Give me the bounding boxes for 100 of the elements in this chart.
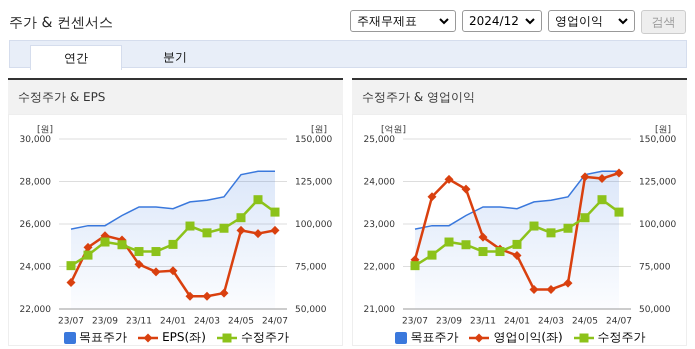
text: 영업이익 xyxy=(555,12,603,30)
y2-tick-label: 100,000 xyxy=(295,220,332,230)
point xyxy=(478,247,488,256)
point xyxy=(270,226,280,235)
point xyxy=(236,213,246,222)
y2-tick-label: 125,000 xyxy=(295,178,332,188)
y2-tick-label: 125,000 xyxy=(639,178,676,188)
x-tick-label: 24/07 xyxy=(606,316,632,326)
point xyxy=(220,224,228,233)
point xyxy=(444,174,454,184)
point xyxy=(134,260,144,269)
point xyxy=(134,247,144,256)
point xyxy=(462,184,470,194)
point xyxy=(220,288,228,298)
legend-label: 수정주가 xyxy=(240,329,289,346)
text: 주가 & 컨센서스 xyxy=(9,14,113,32)
point xyxy=(202,228,212,238)
x-tick-label: 24/01 xyxy=(504,316,530,326)
y-axis-title: [억원] xyxy=(381,124,406,135)
y-tick-label: 24,000 xyxy=(20,262,52,273)
point xyxy=(580,172,590,182)
y-tick-label: 23,000 xyxy=(364,220,396,230)
y-tick-label: 22,000 xyxy=(20,305,52,316)
x-tick-label: 24/01 xyxy=(160,316,186,326)
y-tick-label: 25,000 xyxy=(364,135,396,146)
point xyxy=(66,278,76,287)
y2-tick-label: 150,000 xyxy=(295,135,332,146)
point xyxy=(428,192,436,202)
x-tick-label: 24/05 xyxy=(572,316,598,326)
x-tick-label: 23/09 xyxy=(436,316,462,326)
legend-label: 수정주가 xyxy=(598,329,646,346)
y-tick-label: 22,000 xyxy=(364,262,396,273)
point xyxy=(168,240,178,249)
y2-tick-label: 75,000 xyxy=(639,262,671,273)
legend-label: 영업이익(좌) xyxy=(493,329,563,346)
point xyxy=(580,213,590,222)
legend-label: 목표주가 xyxy=(410,329,458,346)
point xyxy=(546,228,556,238)
point xyxy=(598,195,606,204)
y2-tick-label: 50,000 xyxy=(295,305,327,316)
point xyxy=(428,250,436,260)
chart-title: 수정주가 & EPS xyxy=(18,89,106,106)
y2-tick-label: 150,000 xyxy=(639,135,676,146)
point xyxy=(614,208,624,217)
text: 주재무제표 xyxy=(357,12,417,30)
x-tick-label: 23/07 xyxy=(402,316,428,326)
y-tick-label: 28,000 xyxy=(20,178,52,188)
point xyxy=(202,292,212,301)
y2-axis-title: [원] xyxy=(311,124,328,135)
point xyxy=(530,222,538,231)
point xyxy=(84,242,92,252)
text: 연간 xyxy=(30,45,122,70)
x-tick-label: 24/03 xyxy=(194,316,220,326)
point xyxy=(564,278,572,288)
point xyxy=(84,250,92,260)
point xyxy=(546,284,556,294)
legend-label: 목표주가 xyxy=(79,329,128,346)
point xyxy=(186,222,194,231)
point xyxy=(118,240,126,250)
point xyxy=(444,238,454,247)
x-tick-label: 23/07 xyxy=(58,316,84,326)
point xyxy=(236,226,246,235)
point xyxy=(100,238,110,247)
point xyxy=(512,240,522,249)
point xyxy=(614,168,624,178)
point xyxy=(168,266,178,276)
x-tick-label: 23/11 xyxy=(470,316,496,326)
x-tick-label: 24/05 xyxy=(228,316,254,326)
point xyxy=(496,247,504,256)
point xyxy=(530,284,538,294)
point xyxy=(152,267,160,276)
point xyxy=(564,224,572,233)
point xyxy=(512,250,522,260)
point xyxy=(254,195,262,204)
text: 분기 xyxy=(162,48,188,66)
y-tick-label: 26,000 xyxy=(20,220,52,230)
point xyxy=(598,174,606,184)
y-tick-label: 30,000 xyxy=(20,135,52,146)
y2-tick-label: 50,000 xyxy=(639,305,671,316)
point xyxy=(478,232,488,242)
point xyxy=(462,240,470,250)
point xyxy=(410,261,420,270)
y-axis-title: [원] xyxy=(37,124,54,135)
y-tick-label: 21,000 xyxy=(364,305,396,316)
legend-label: EPS(좌) xyxy=(162,329,206,346)
y2-tick-label: 100,000 xyxy=(639,220,676,230)
point xyxy=(270,208,280,217)
x-tick-label: 23/09 xyxy=(92,316,118,326)
chart-title: 수정주가 & 영업이익 xyxy=(362,89,475,106)
x-tick-label: 24/03 xyxy=(538,316,564,326)
text: 2024/12 xyxy=(469,14,519,28)
point xyxy=(66,261,76,270)
point xyxy=(254,229,262,238)
x-tick-label: 24/07 xyxy=(262,316,288,326)
point xyxy=(186,292,194,301)
y-tick-label: 24,000 xyxy=(364,178,396,188)
x-tick-label: 23/11 xyxy=(126,316,152,326)
point xyxy=(152,247,160,256)
y2-axis-title: [원] xyxy=(655,124,672,135)
y2-tick-label: 75,000 xyxy=(295,262,327,273)
